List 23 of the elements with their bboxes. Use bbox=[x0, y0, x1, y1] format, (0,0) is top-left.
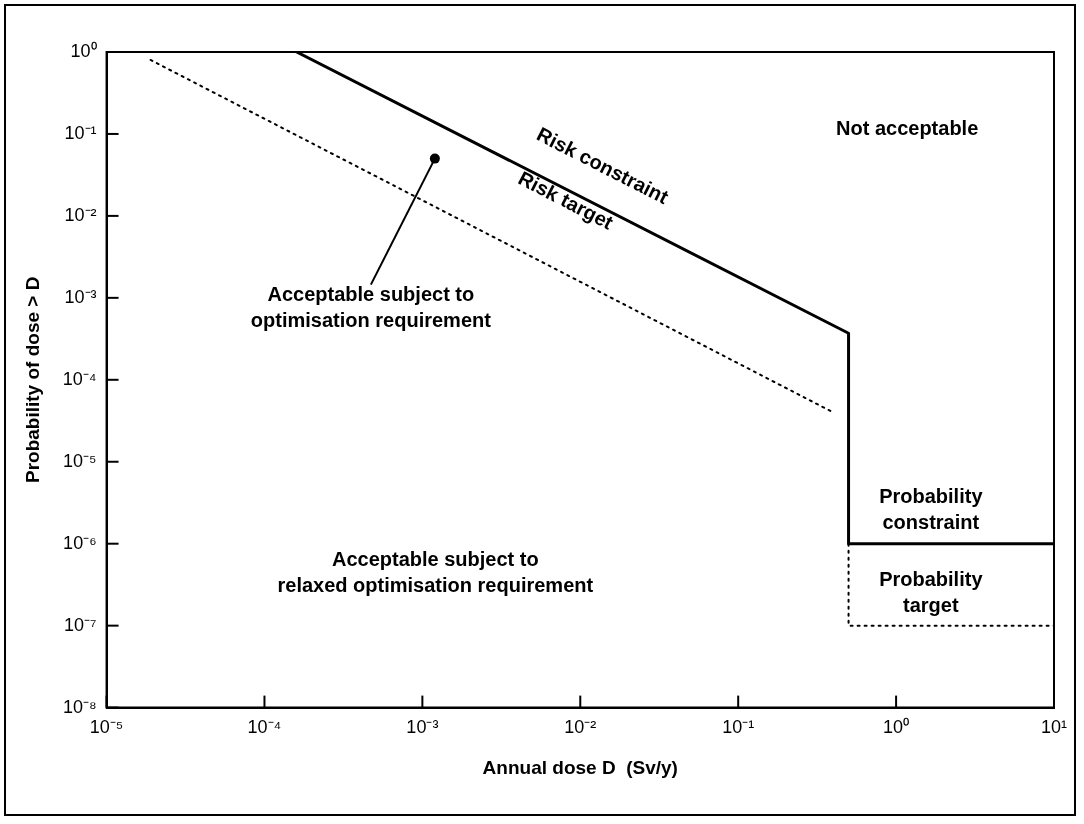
x-tick-label: 10⁻⁵ bbox=[89, 717, 124, 738]
y-tick-label: 10⁻¹ bbox=[64, 122, 97, 143]
y-axis-title: Probability of dose > D bbox=[21, 276, 43, 483]
x-tick-label: 10¹ bbox=[1040, 717, 1068, 738]
y-tick-label: 10⁻³ bbox=[64, 286, 97, 307]
y-tick-label: 10⁻² bbox=[64, 204, 97, 225]
x-tick-label: 10⁻¹ bbox=[722, 717, 755, 738]
annotation: Probability constraint bbox=[879, 485, 984, 534]
y-tick-label: 10⁻⁷ bbox=[64, 614, 97, 635]
annotation: Acceptable subject to optimisation requirement bbox=[250, 283, 492, 332]
y-tick-label: 10⁻⁴ bbox=[62, 368, 97, 389]
y-tick-label: 10⁻⁸ bbox=[62, 696, 97, 717]
annotation: Not acceptable bbox=[836, 116, 979, 139]
x-tick-label: 10⁻⁴ bbox=[247, 717, 282, 738]
x-tick-label: 10⁻² bbox=[564, 717, 597, 738]
x-axis-title: Annual dose D (Sv/y) bbox=[482, 756, 678, 778]
y-tick-label: 10⁰ bbox=[70, 40, 97, 61]
annotation: Probability target bbox=[879, 568, 984, 617]
x-tick-label: 10⁻³ bbox=[406, 717, 439, 738]
x-tick-label: 10⁰ bbox=[883, 717, 910, 738]
y-tick-label: 10⁻⁵ bbox=[63, 450, 97, 471]
annotation: Acceptable subject to relaxed optimisation requirement bbox=[277, 548, 594, 597]
y-tick-label: 10⁻⁶ bbox=[63, 532, 97, 553]
